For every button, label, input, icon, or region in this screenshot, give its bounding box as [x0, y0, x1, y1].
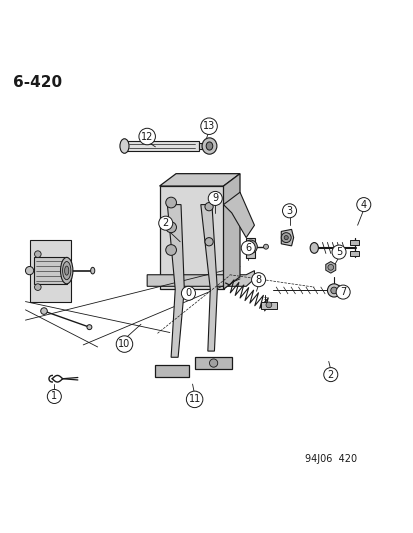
Circle shape	[244, 240, 257, 253]
Text: 9: 9	[212, 193, 218, 204]
Circle shape	[204, 203, 213, 211]
Ellipse shape	[120, 139, 129, 154]
Text: 6-420: 6-420	[13, 75, 62, 90]
Polygon shape	[33, 257, 66, 284]
Text: 13: 13	[202, 121, 215, 131]
Circle shape	[181, 286, 195, 300]
Circle shape	[25, 266, 33, 274]
Circle shape	[200, 118, 217, 134]
Text: 11: 11	[188, 394, 200, 405]
Circle shape	[335, 285, 349, 299]
Text: 0: 0	[185, 288, 191, 298]
Circle shape	[116, 336, 133, 352]
Circle shape	[247, 244, 254, 250]
Circle shape	[47, 390, 61, 403]
Text: 12: 12	[141, 132, 153, 142]
Circle shape	[280, 233, 290, 243]
Circle shape	[209, 359, 217, 367]
Ellipse shape	[64, 266, 69, 275]
Text: 94J06  420: 94J06 420	[304, 454, 356, 464]
Circle shape	[263, 244, 268, 249]
Polygon shape	[166, 200, 184, 357]
Polygon shape	[147, 271, 254, 286]
Circle shape	[165, 222, 176, 233]
Text: 10: 10	[118, 339, 130, 349]
Circle shape	[165, 245, 176, 255]
Text: 6: 6	[244, 243, 251, 253]
Text: 8: 8	[255, 274, 261, 285]
Circle shape	[87, 325, 92, 329]
Circle shape	[331, 245, 345, 259]
Text: 1: 1	[51, 391, 57, 401]
Circle shape	[208, 191, 222, 205]
Circle shape	[330, 287, 337, 294]
Circle shape	[204, 238, 213, 246]
Circle shape	[186, 391, 202, 408]
Text: 4: 4	[360, 199, 366, 209]
Circle shape	[323, 368, 337, 382]
Text: 3: 3	[286, 206, 292, 216]
Ellipse shape	[62, 262, 71, 280]
Polygon shape	[280, 229, 293, 246]
Circle shape	[327, 264, 333, 270]
Circle shape	[251, 273, 265, 287]
Ellipse shape	[206, 142, 212, 150]
Polygon shape	[223, 192, 254, 238]
Circle shape	[266, 302, 271, 308]
Circle shape	[139, 128, 155, 145]
Circle shape	[327, 284, 340, 297]
Text: 5: 5	[335, 247, 341, 257]
Circle shape	[283, 236, 287, 240]
Ellipse shape	[90, 268, 95, 274]
Circle shape	[34, 284, 41, 290]
Polygon shape	[159, 186, 223, 289]
Ellipse shape	[202, 138, 216, 154]
Polygon shape	[246, 238, 255, 259]
Ellipse shape	[309, 243, 318, 253]
Polygon shape	[200, 205, 217, 351]
Polygon shape	[198, 143, 202, 149]
Ellipse shape	[60, 257, 73, 284]
Text: 2: 2	[327, 369, 333, 379]
Circle shape	[165, 197, 176, 208]
Polygon shape	[195, 357, 231, 369]
Circle shape	[40, 308, 47, 314]
Polygon shape	[159, 174, 240, 186]
Polygon shape	[29, 240, 71, 302]
Text: 2: 2	[162, 218, 169, 228]
Circle shape	[158, 216, 172, 230]
Circle shape	[241, 241, 255, 255]
Polygon shape	[349, 240, 358, 245]
Polygon shape	[124, 141, 198, 150]
Polygon shape	[349, 251, 358, 256]
Circle shape	[34, 251, 41, 257]
Text: 7: 7	[339, 287, 345, 297]
Polygon shape	[260, 302, 276, 309]
Polygon shape	[154, 365, 189, 377]
Polygon shape	[325, 262, 335, 273]
Polygon shape	[223, 174, 240, 289]
Circle shape	[282, 204, 296, 218]
Circle shape	[356, 198, 370, 212]
